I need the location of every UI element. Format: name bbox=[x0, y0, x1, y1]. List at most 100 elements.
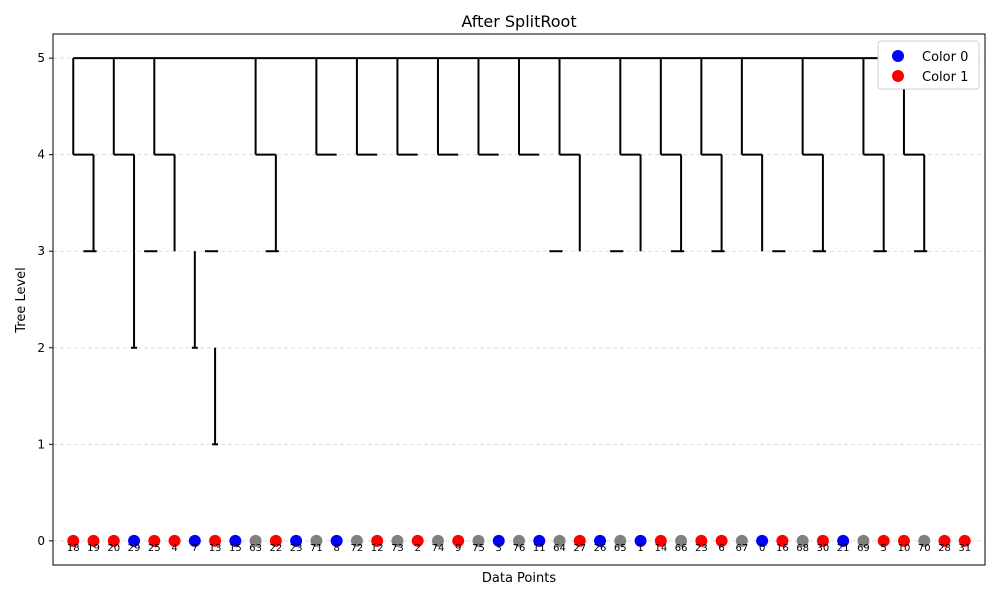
y-axis: 0 1 2 3 4 5 bbox=[37, 51, 53, 548]
point-label: 70 bbox=[918, 543, 931, 554]
data-point bbox=[918, 534, 931, 547]
point-label: 1 bbox=[637, 543, 643, 554]
point-label: 7 bbox=[192, 543, 198, 554]
point-label: 27 bbox=[573, 543, 586, 554]
data-point bbox=[816, 534, 829, 547]
data-point bbox=[67, 534, 80, 547]
y-axis-label: Tree Level bbox=[14, 267, 29, 334]
point-label: 19 bbox=[87, 543, 100, 554]
point-label: 12 bbox=[371, 543, 384, 554]
point-label: 23 bbox=[290, 543, 303, 554]
data-point bbox=[411, 534, 424, 547]
data-point bbox=[229, 534, 242, 547]
point-label: 67 bbox=[736, 543, 749, 554]
point-label: 72 bbox=[351, 543, 364, 554]
data-points bbox=[67, 534, 971, 547]
point-label: 74 bbox=[432, 543, 445, 554]
y-tick-label: 3 bbox=[37, 244, 45, 258]
data-point bbox=[553, 534, 566, 547]
data-point bbox=[796, 534, 809, 547]
data-point bbox=[168, 534, 181, 547]
tree-structure bbox=[72, 57, 928, 446]
point-label: 13 bbox=[209, 543, 222, 554]
data-point bbox=[452, 534, 465, 547]
point-label: 22 bbox=[270, 543, 283, 554]
data-point bbox=[533, 534, 546, 547]
y-tick-label: 1 bbox=[37, 437, 45, 451]
data-point bbox=[209, 534, 222, 547]
data-point bbox=[897, 534, 910, 547]
point-label: 0 bbox=[759, 543, 765, 554]
data-point bbox=[675, 534, 688, 547]
data-point bbox=[431, 534, 444, 547]
data-point bbox=[330, 534, 343, 547]
point-label: 68 bbox=[796, 543, 809, 554]
data-point bbox=[269, 534, 282, 547]
point-label: 66 bbox=[675, 543, 688, 554]
data-point bbox=[513, 534, 525, 547]
point-label: 26 bbox=[594, 543, 607, 554]
data-point bbox=[107, 534, 120, 547]
legend: Color 0 Color 1 bbox=[877, 40, 980, 90]
data-point bbox=[310, 534, 323, 547]
legend-marker-color-0 bbox=[892, 50, 904, 62]
data-point bbox=[492, 534, 505, 547]
point-label: 16 bbox=[776, 543, 789, 554]
point-label: 6 bbox=[718, 543, 724, 554]
point-label: 9 bbox=[455, 543, 461, 554]
y-tick-label: 2 bbox=[37, 341, 45, 355]
point-label: 30 bbox=[817, 543, 830, 554]
data-point bbox=[776, 534, 789, 547]
chart-title: After SplitRoot bbox=[461, 12, 576, 31]
x-axis-label: Data Points bbox=[482, 571, 556, 586]
point-labels: 18 19 20 29 25 4 7 13 15 63 22 23 71 8 72 12 73 2 74 9 75 3 76… bbox=[67, 543, 971, 554]
data-point bbox=[87, 534, 100, 547]
point-label: 14 bbox=[654, 543, 667, 554]
data-point bbox=[756, 534, 769, 547]
point-label: 3 bbox=[496, 543, 502, 554]
data-point bbox=[958, 534, 971, 547]
data-point bbox=[654, 534, 667, 547]
point-label: 4 bbox=[171, 543, 177, 554]
point-label: 28 bbox=[938, 543, 951, 554]
data-point bbox=[715, 534, 728, 547]
data-point bbox=[695, 534, 708, 547]
point-label: 25 bbox=[148, 543, 161, 554]
legend-marker-color-1 bbox=[892, 70, 904, 82]
point-label: 15 bbox=[229, 543, 242, 554]
data-point bbox=[573, 534, 586, 547]
point-label: 21 bbox=[837, 543, 850, 554]
data-point bbox=[188, 534, 201, 547]
data-point bbox=[857, 534, 870, 547]
legend-label-color-0: Color 0 bbox=[922, 50, 968, 65]
data-point bbox=[249, 534, 262, 547]
point-label: 73 bbox=[391, 543, 404, 554]
point-label: 69 bbox=[857, 543, 870, 554]
point-label: 10 bbox=[898, 543, 911, 554]
data-point bbox=[735, 534, 748, 547]
point-label: 23 bbox=[695, 543, 708, 554]
plot-frame bbox=[52, 33, 986, 566]
point-label: 2 bbox=[415, 543, 421, 554]
data-point bbox=[128, 534, 141, 547]
data-point bbox=[594, 534, 607, 547]
legend-label-color-1: Color 1 bbox=[922, 70, 968, 85]
point-label: 29 bbox=[128, 543, 141, 554]
data-point bbox=[371, 534, 384, 547]
data-point bbox=[837, 534, 850, 547]
data-point bbox=[391, 534, 404, 547]
point-label: 63 bbox=[249, 543, 262, 554]
point-label: 5 bbox=[881, 543, 887, 554]
data-point bbox=[938, 534, 951, 547]
point-label: 64 bbox=[553, 543, 566, 554]
y-tick-label: 0 bbox=[37, 534, 45, 548]
point-label: 71 bbox=[310, 543, 323, 554]
data-point bbox=[472, 534, 485, 547]
data-point bbox=[634, 534, 647, 547]
point-label: 75 bbox=[472, 543, 485, 554]
y-tick-label: 5 bbox=[37, 51, 45, 65]
point-label: 8 bbox=[333, 543, 339, 554]
point-label: 20 bbox=[107, 543, 120, 554]
point-label: 65 bbox=[614, 543, 627, 554]
